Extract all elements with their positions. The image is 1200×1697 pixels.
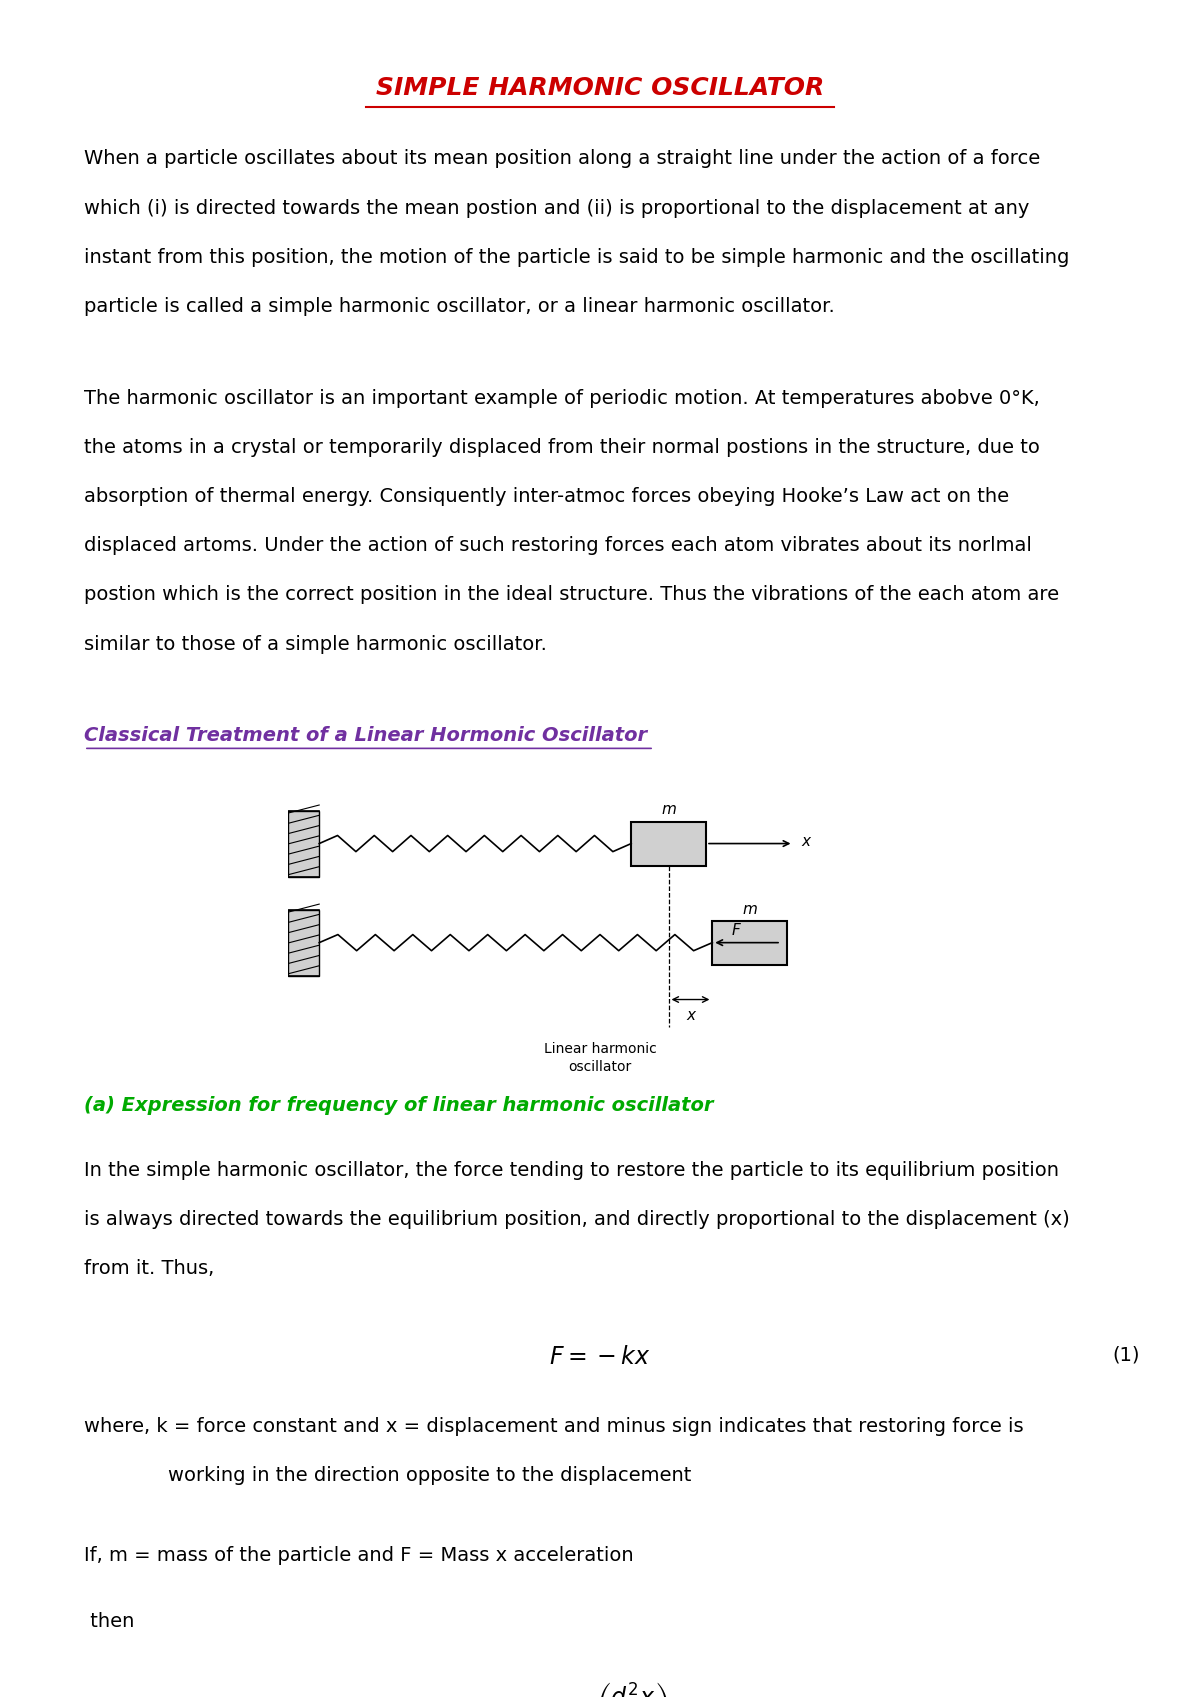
- Text: Linear harmonic
oscillator: Linear harmonic oscillator: [544, 1042, 656, 1074]
- Text: Classical Treatment of a Linear Hormonic Oscillator: Classical Treatment of a Linear Hormonic…: [84, 726, 647, 745]
- Text: F: F: [732, 923, 740, 938]
- Text: x: x: [686, 1008, 695, 1023]
- Bar: [713, 921, 787, 964]
- Text: SIMPLE HARMONIC OSCILLATOR: SIMPLE HARMONIC OSCILLATOR: [376, 76, 824, 100]
- Bar: [288, 910, 319, 976]
- Text: $F = -kx$: $F = -kx$: [550, 1346, 650, 1369]
- Text: which (i) is directed towards the mean postion and (ii) is proportional to the d: which (i) is directed towards the mean p…: [84, 199, 1030, 217]
- Text: then: then: [84, 1612, 134, 1631]
- Text: working in the direction opposite to the displacement: working in the direction opposite to the…: [168, 1466, 691, 1485]
- Text: displaced artoms. Under the action of such restoring forces each atom vibrates a: displaced artoms. Under the action of su…: [84, 536, 1032, 555]
- Bar: [631, 821, 706, 865]
- Text: from it. Thus,: from it. Thus,: [84, 1259, 215, 1278]
- Text: where, k = force constant and x = displacement and minus sign indicates that res: where, k = force constant and x = displa…: [84, 1417, 1024, 1436]
- Text: m: m: [743, 901, 757, 916]
- Text: In the simple harmonic oscillator, the force tending to restore the particle to : In the simple harmonic oscillator, the f…: [84, 1161, 1060, 1179]
- Text: If, m = mass of the particle and F = Mass x acceleration: If, m = mass of the particle and F = Mas…: [84, 1546, 634, 1565]
- Text: instant from this position, the motion of the particle is said to be simple harm: instant from this position, the motion o…: [84, 248, 1069, 266]
- Bar: [288, 811, 319, 877]
- Text: $F = m \left(\dfrac{d^2x}{dt^2}\right)$: $F = m \left(\dfrac{d^2x}{dt^2}\right)$: [530, 1680, 670, 1697]
- Text: is always directed towards the equilibrium position, and directly proportional t: is always directed towards the equilibri…: [84, 1210, 1069, 1229]
- Text: particle is called a simple harmonic oscillator, or a linear harmonic oscillator: particle is called a simple harmonic osc…: [84, 297, 835, 316]
- Text: absorption of thermal energy. Consiquently inter-atmoc forces obeying Hooke’s La: absorption of thermal energy. Consiquent…: [84, 487, 1009, 506]
- Text: When a particle oscillates about its mean position along a straight line under t: When a particle oscillates about its mea…: [84, 149, 1040, 168]
- Text: x: x: [800, 835, 810, 848]
- Text: the atoms in a crystal or temporarily displaced from their normal postions in th: the atoms in a crystal or temporarily di…: [84, 438, 1040, 456]
- Text: postion which is the correct position in the ideal structure. Thus the vibration: postion which is the correct position in…: [84, 585, 1060, 604]
- Text: m: m: [661, 803, 676, 818]
- Text: similar to those of a simple harmonic oscillator.: similar to those of a simple harmonic os…: [84, 635, 547, 653]
- Text: (1): (1): [1112, 1346, 1140, 1364]
- Text: The harmonic oscillator is an important example of periodic motion. At temperatu: The harmonic oscillator is an important …: [84, 389, 1039, 407]
- Text: (a) Expression for frequency of linear harmonic oscillator: (a) Expression for frequency of linear h…: [84, 1096, 714, 1115]
